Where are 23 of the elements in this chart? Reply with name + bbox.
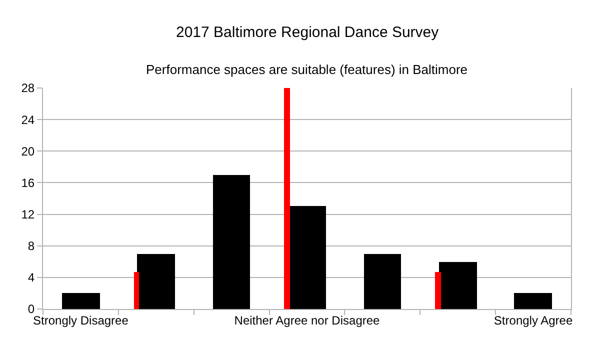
bar [364, 254, 401, 309]
y-tick-label: 20 [21, 144, 35, 158]
x-tick-label: Neither Agree nor Disagree [234, 313, 380, 328]
chart-title: 2017 Baltimore Regional Dance Survey [176, 24, 440, 41]
bar [284, 88, 290, 309]
bar [213, 175, 250, 309]
y-tick-label: 4 [28, 270, 35, 285]
y-tick-label: 12 [21, 207, 35, 222]
bar [134, 272, 139, 309]
y-tick-label: 16 [21, 176, 35, 190]
bar [439, 262, 477, 309]
y-tick-label: 0 [28, 302, 35, 316]
y-tick-label: 24 [21, 112, 35, 127]
bar [288, 206, 326, 309]
bar [435, 272, 441, 309]
x-tick-label: Strongly Disagree [33, 313, 129, 328]
chart-subtitle: Performance spaces are suitable (features) in Baltimore [146, 62, 468, 77]
bar [514, 293, 552, 309]
x-tick-label: Strongly Agree [494, 313, 573, 328]
bar [62, 293, 100, 309]
y-tick-label: 8 [28, 239, 35, 254]
bar [137, 254, 175, 309]
y-tick-label: 28 [21, 81, 35, 96]
